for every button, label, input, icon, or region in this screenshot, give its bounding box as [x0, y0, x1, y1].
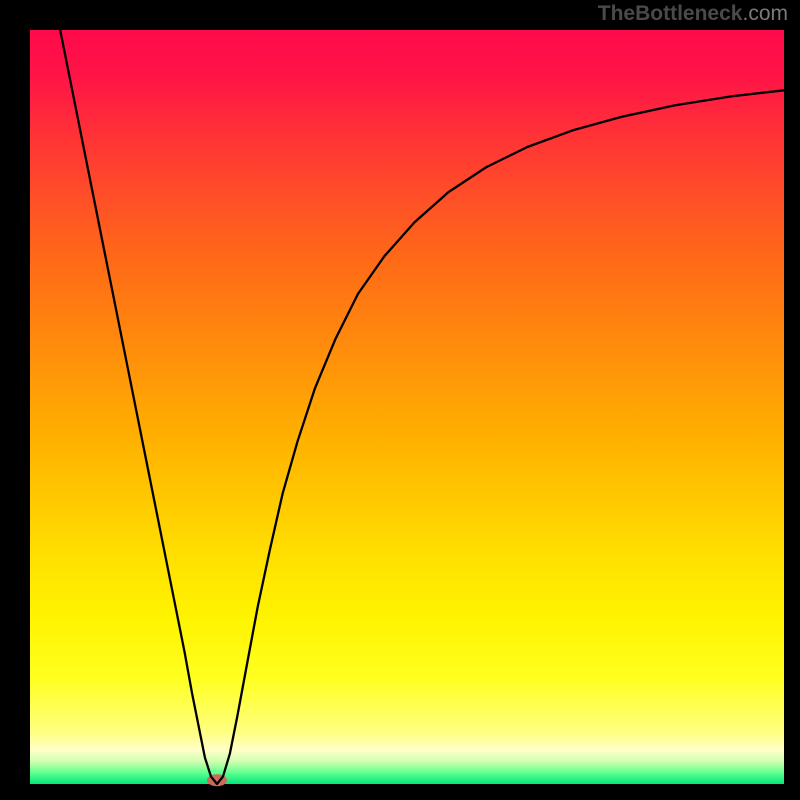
watermark: TheBottleneck.com [598, 2, 788, 26]
chart-container: TheBottleneck.com [0, 0, 800, 800]
chart-svg [0, 0, 800, 800]
watermark-light: .com [742, 2, 788, 25]
plot-background [30, 30, 784, 784]
watermark-bold: TheBottleneck [598, 2, 743, 25]
